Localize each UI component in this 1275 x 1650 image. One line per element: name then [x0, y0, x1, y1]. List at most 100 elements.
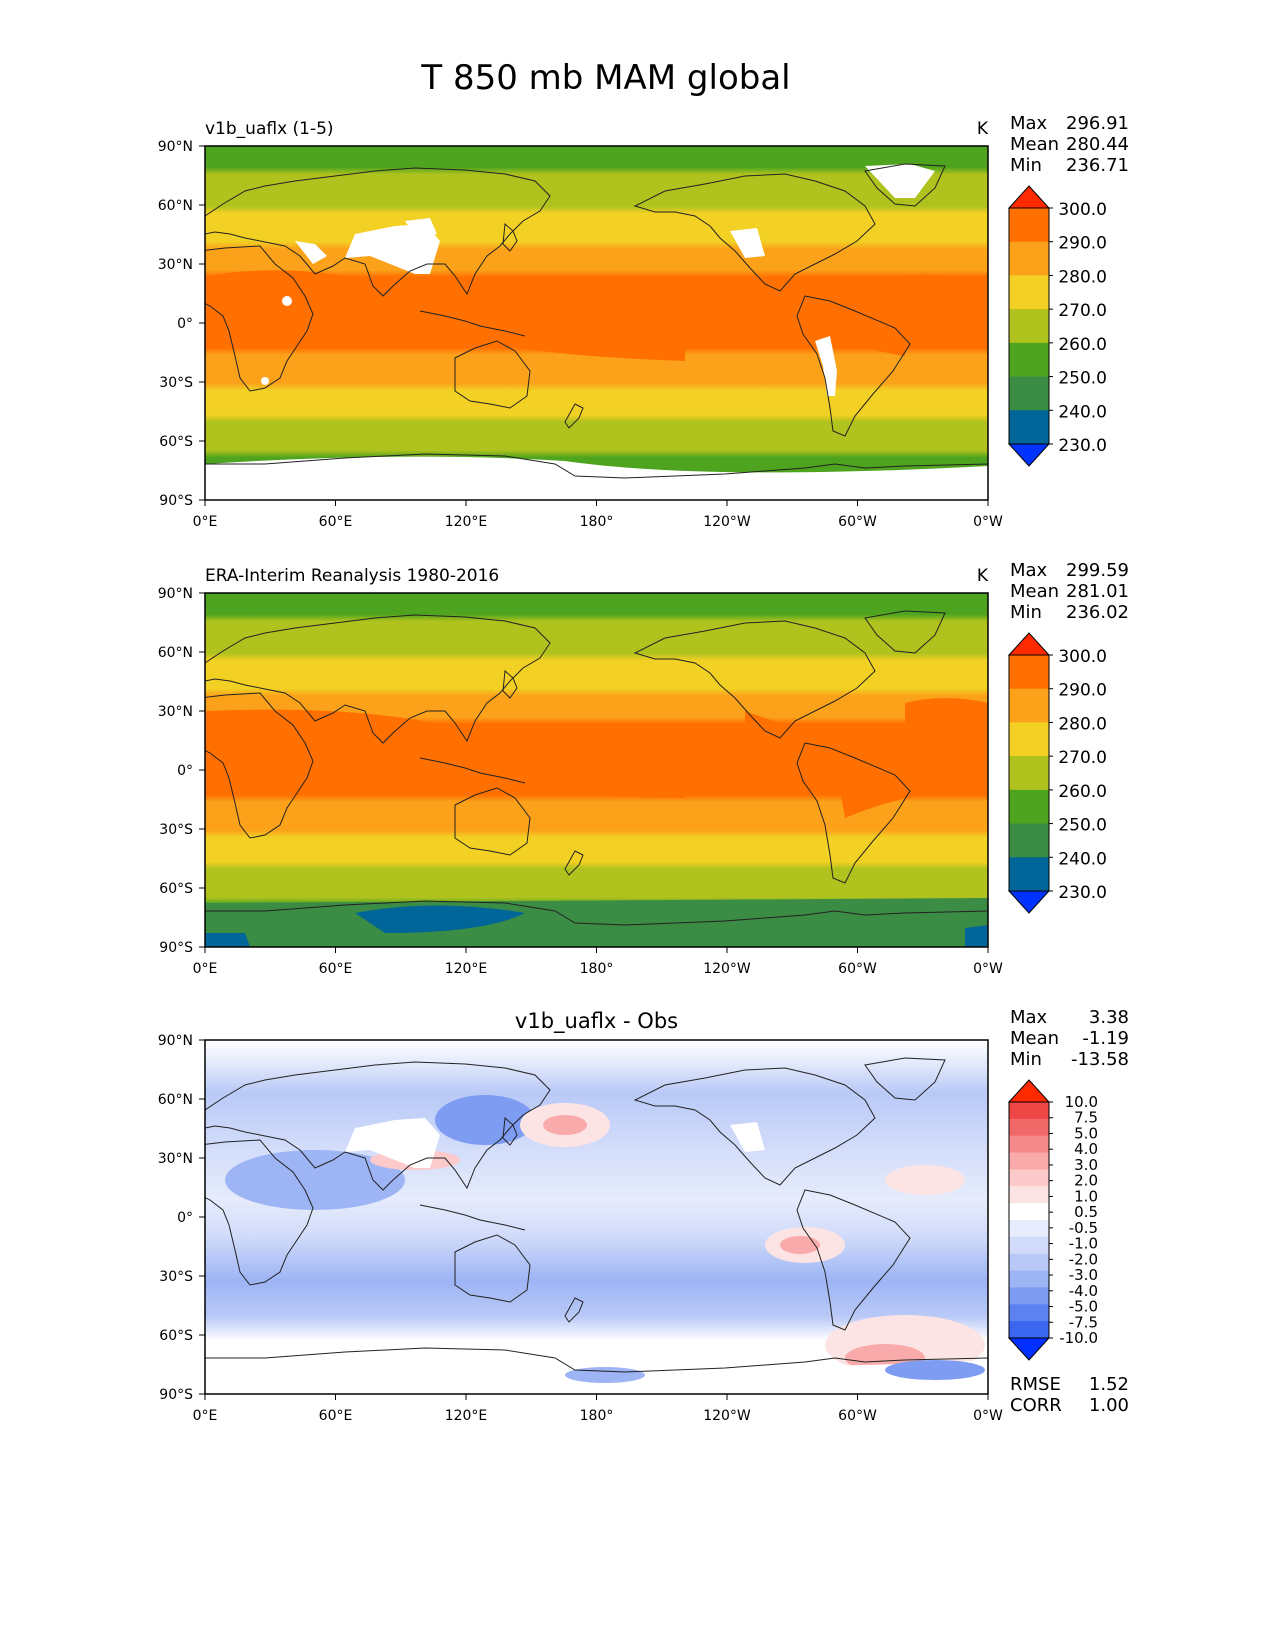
colorbar-label: -10.0 [1059, 1329, 1098, 1347]
map-panel-model: 90°N 60°N 30°N 0° 30°S 60°S 90°S0°E 60°E 120°E 18… [158, 113, 1129, 530]
map-panel-obs: 90°N 60°N 30°N 0° 30°S 60°S 90°S0°E 60°E 120°E 18… [158, 560, 1129, 977]
lon-tick-label: 60°W [838, 1408, 877, 1424]
colorbar-segment [1009, 1186, 1049, 1204]
stat-value: -13.58 [1071, 1049, 1129, 1070]
colorbar-segment [1009, 241, 1049, 276]
lon-tick-label: 0°E [193, 961, 218, 977]
colorbar-label: 5.0 [1074, 1124, 1098, 1142]
stat-value: 280.44 [1066, 134, 1129, 155]
lat-tick-label: 30°N [158, 704, 193, 720]
lat-tick-label: 90°N [158, 139, 193, 155]
colorbar-label: 260.0 [1058, 335, 1107, 355]
stat-label: Min [1010, 155, 1042, 176]
panel-units: K [977, 566, 989, 586]
lon-tick-label: 120°E [445, 961, 488, 977]
stat-label: Min [1010, 1049, 1042, 1070]
lon-tick-label: 0°W [973, 514, 1003, 530]
stat-value: -1.19 [1082, 1028, 1129, 1049]
lon-tick-label: 0°E [193, 1408, 218, 1424]
lat-tick-label: 0° [177, 316, 193, 332]
colorbar-frame [1008, 207, 1050, 445]
lon-tick-label: 180° [580, 961, 614, 977]
colorbar-label: 240.0 [1058, 402, 1107, 422]
lat-tick-label: 60°N [158, 198, 193, 214]
metric-value: 1.00 [1089, 1395, 1129, 1416]
colorbar-label: 290.0 [1058, 234, 1107, 254]
stat-value: 3.38 [1089, 1007, 1129, 1028]
lon-tick-label: 60°E [319, 1408, 353, 1424]
map-panel-diff: 90°N 60°N 30°N 0° 30°S 60°S 90°S0°E 60°E 120°E 18… [158, 1007, 1129, 1424]
stat-value: 236.02 [1066, 602, 1129, 623]
lon-tick-label: 120°E [445, 1408, 488, 1424]
colorbar-segment [1009, 789, 1049, 825]
lon-tick-label: 60°W [838, 514, 877, 530]
colorbar-segment [1009, 1236, 1049, 1255]
lon-tick-label: 120°W [703, 961, 751, 977]
stat-label: Max [1010, 560, 1048, 581]
lon-tick-label: 0°W [973, 1408, 1003, 1424]
colorbar-label: 2.0 [1074, 1172, 1098, 1190]
colorbar-label: 3.0 [1074, 1156, 1098, 1174]
colorbar-segment [1009, 1135, 1049, 1154]
colorbar-label: 280.0 [1058, 267, 1107, 287]
stat-value: 281.01 [1066, 581, 1129, 602]
colorbar-label: 1.0 [1074, 1187, 1098, 1205]
panel-left-title: ERA-Interim Reanalysis 1980-2016 [205, 566, 499, 586]
colorbar-label: 300.0 [1058, 647, 1107, 667]
colorbar-segment [1009, 275, 1049, 310]
lat-tick-label: 90°S [159, 1387, 193, 1403]
lon-tick-label: 60°E [319, 514, 353, 530]
panel-center-title: v1b_uaflx - Obs [515, 1009, 678, 1034]
colorbar-segment [1009, 309, 1049, 344]
colorbar-label: 250.0 [1058, 369, 1107, 389]
metric-label: RMSE [1010, 1374, 1061, 1395]
colorbar-segment [1009, 1220, 1049, 1238]
colorbar-extend-min [1007, 443, 1051, 467]
colorbar-label: 280.0 [1058, 714, 1107, 734]
stat-label: Mean [1010, 581, 1059, 602]
lat-tick-label: 60°S [159, 881, 193, 897]
lat-tick-label: 60°N [158, 1092, 193, 1108]
panel-left-title: v1b_uaflx (1-5) [205, 119, 334, 139]
colorbar-segment [1009, 1203, 1049, 1221]
stat-label: Max [1010, 1007, 1048, 1028]
metric-label: CORR [1010, 1395, 1062, 1416]
colorbar-segment [1009, 722, 1049, 757]
panel-units: K [977, 119, 989, 139]
map-field [205, 1040, 988, 1394]
stat-label: Mean [1010, 134, 1059, 155]
lon-tick-label: 60°W [838, 961, 877, 977]
stat-value: 299.59 [1066, 560, 1129, 581]
lat-tick-label: 90°N [158, 1033, 193, 1049]
colorbar-segment [1009, 1152, 1049, 1170]
metric-value: 1.52 [1089, 1374, 1129, 1395]
map-field [205, 146, 988, 500]
lat-tick-label: 60°S [159, 434, 193, 450]
lat-tick-label: 60°N [158, 645, 193, 661]
stat-label: Min [1010, 602, 1042, 623]
lon-tick-label: 0°E [193, 514, 218, 530]
lat-tick-label: 30°N [158, 1151, 193, 1167]
lat-tick-label: 30°S [159, 1269, 193, 1285]
lat-tick-label: 90°S [159, 493, 193, 509]
lon-tick-label: 60°E [319, 961, 353, 977]
colorbar-label: -1.0 [1069, 1235, 1098, 1253]
colorbar-segment [1009, 410, 1049, 445]
colorbar-extend-max [1007, 632, 1051, 656]
colorbar-label: 300.0 [1058, 200, 1107, 220]
lon-tick-label: 0°W [973, 961, 1003, 977]
lat-tick-label: 30°S [159, 375, 193, 391]
lat-tick-label: 0° [177, 1210, 193, 1226]
colorbar-extend-min [1007, 1337, 1051, 1361]
colorbar-extend-max [1007, 185, 1051, 209]
lon-tick-label: 180° [580, 514, 614, 530]
lon-tick-label: 180° [580, 1408, 614, 1424]
lat-tick-label: 30°S [159, 822, 193, 838]
colorbar-segment [1009, 1102, 1049, 1120]
lat-tick-label: 0° [177, 763, 193, 779]
figure-title: T 850 mb MAM global [420, 58, 790, 98]
colorbar-label: -2.0 [1069, 1250, 1098, 1268]
lon-tick-label: 120°W [703, 514, 751, 530]
colorbar-segment [1009, 756, 1049, 791]
